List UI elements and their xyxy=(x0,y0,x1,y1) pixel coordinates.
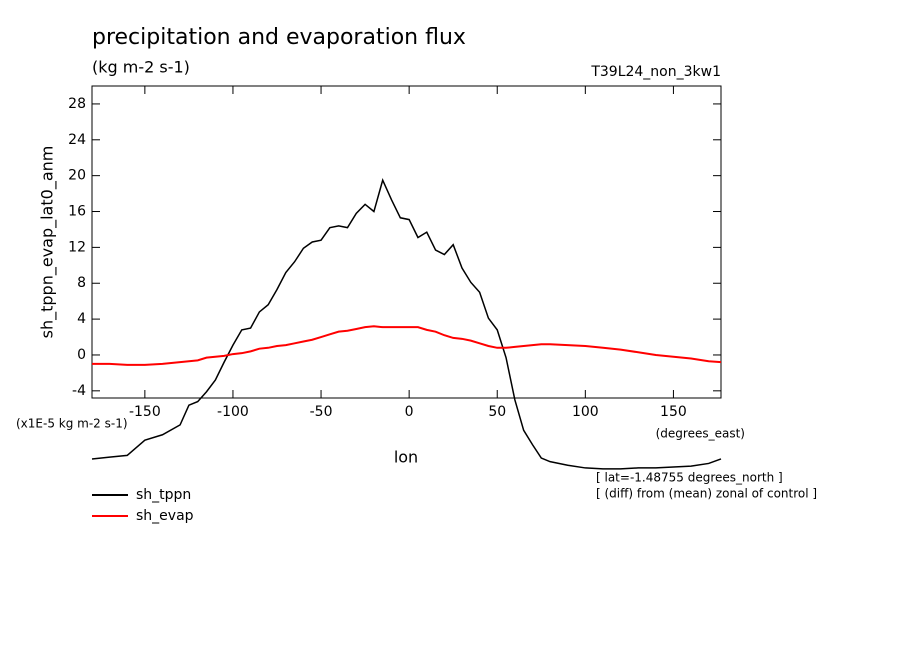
y-tick-label: 24 xyxy=(68,132,86,148)
y-tick-label: -4 xyxy=(72,383,86,399)
note: [ (diff) from (mean) zonal of control ] xyxy=(596,487,817,501)
y-units: (x1E-5 kg m-2 s-1) xyxy=(16,417,128,431)
x-tick-label: -50 xyxy=(310,404,333,420)
legend-label: sh_tppn xyxy=(136,487,191,503)
y-tick-label: 4 xyxy=(77,311,86,327)
x-tick-label: 150 xyxy=(660,404,687,420)
legend-label: sh_evap xyxy=(136,508,194,524)
line xyxy=(92,325,722,366)
chart-subtitle: (kg m-2 s-1) xyxy=(92,58,190,77)
x-tick-label: 0 xyxy=(405,404,414,420)
y-tick-label: 0 xyxy=(77,347,86,363)
x-tick-label: 100 xyxy=(572,404,599,420)
line xyxy=(91,177,722,470)
dataset-label: T39L24_non_3kw1 xyxy=(590,64,721,80)
y-tick-label: 28 xyxy=(68,96,86,112)
chart-title: precipitation and evaporation flux xyxy=(92,25,466,50)
x-tick-label: -100 xyxy=(217,404,249,420)
y-axis-title: sh_tppn_evap_lat0_anm xyxy=(38,146,58,339)
y-tick-label: 16 xyxy=(68,204,86,220)
note: [ lat=-1.48755 degrees_north ] xyxy=(596,471,783,485)
x-axis-title: lon xyxy=(394,448,418,467)
plot-frame xyxy=(91,85,722,399)
x-units: (degrees_east) xyxy=(656,427,745,441)
x-tick-label: -150 xyxy=(129,404,161,420)
y-tick-label: 20 xyxy=(68,168,86,184)
y-tick-label: 8 xyxy=(77,275,86,291)
y-tick-label: 12 xyxy=(68,239,86,255)
x-tick-label: 50 xyxy=(488,404,506,420)
